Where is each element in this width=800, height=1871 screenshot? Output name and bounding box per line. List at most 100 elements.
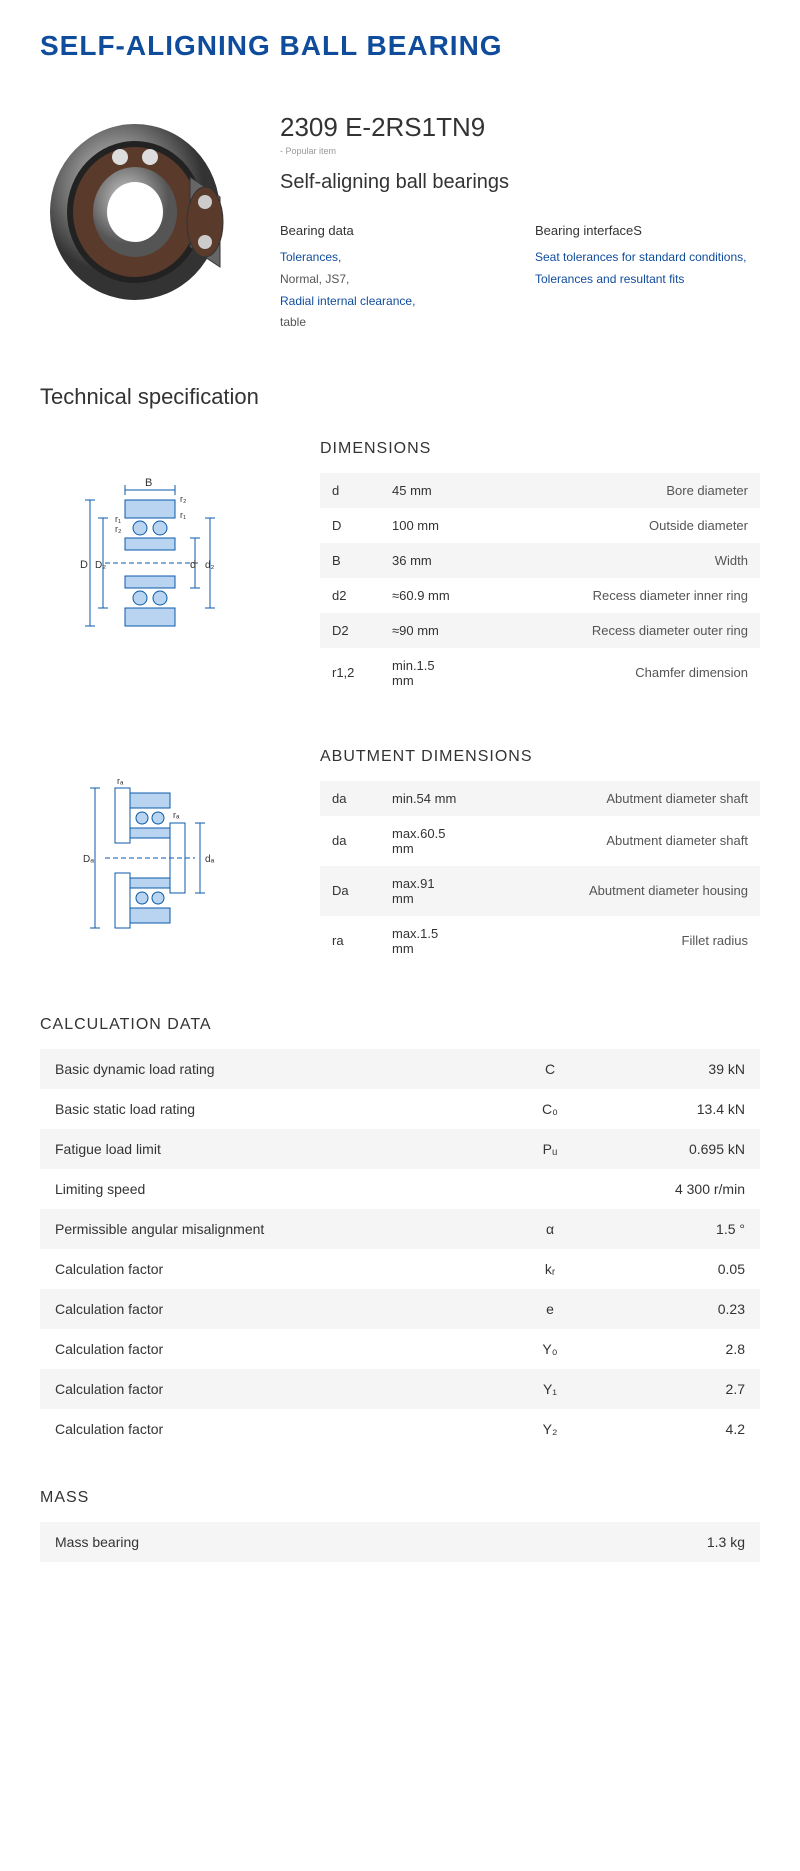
tolerances-fits-link[interactable]: Tolerances and resultant fits: [535, 269, 760, 291]
dim-value: ≈60.9 mm: [380, 578, 470, 613]
calc-value: 0.695 kN: [610, 1129, 760, 1169]
calc-label: Calculation factor: [40, 1249, 490, 1289]
calc-value: 0.05: [610, 1249, 760, 1289]
table-row: r1,2min.1.5 mmChamfer dimension: [320, 648, 760, 698]
dim-value: min.1.5 mm: [380, 648, 470, 698]
svg-text:D: D: [80, 559, 88, 571]
dim-desc: Chamfer dimension: [470, 648, 760, 698]
dim-value: 45 mm: [380, 473, 470, 508]
dim-desc: Recess diameter outer ring: [470, 613, 760, 648]
dim-symbol: B: [320, 543, 380, 578]
dim-symbol: r1,2: [320, 648, 380, 698]
abut-desc: Abutment diameter shaft: [470, 781, 760, 816]
table-row: D100 mmOutside diameter: [320, 508, 760, 543]
page-title: SELF-ALIGNING BALL BEARING: [40, 30, 760, 62]
normal-js7-text: Normal, JS7,: [280, 269, 505, 291]
dim-value: 100 mm: [380, 508, 470, 543]
table-row: Fatigue load limitPᵤ0.695 kN: [40, 1129, 760, 1169]
dimensions-section: B r₂ r₁ r₁ r₂ D: [40, 440, 760, 698]
calc-label: Calculation factor: [40, 1329, 490, 1369]
table-row: Basic static load ratingC₀13.4 kN: [40, 1089, 760, 1129]
calc-label: Fatigue load limit: [40, 1129, 490, 1169]
dim-desc: Width: [470, 543, 760, 578]
calc-symbol: Y₂: [490, 1409, 610, 1449]
calc-label: Calculation factor: [40, 1409, 490, 1449]
table-row: Calculation factorkᵣ0.05: [40, 1249, 760, 1289]
svg-text:d: d: [190, 559, 196, 571]
dim-desc: Outside diameter: [470, 508, 760, 543]
abut-symbol: da: [320, 816, 380, 866]
abut-desc: Abutment diameter housing: [470, 866, 760, 916]
calc-value: 13.4 kN: [610, 1089, 760, 1129]
dim-value: ≈90 mm: [380, 613, 470, 648]
calc-label: Limiting speed: [40, 1169, 490, 1209]
product-image: [40, 112, 250, 312]
table-row: B36 mmWidth: [320, 543, 760, 578]
popular-badge: - Popular item: [280, 146, 760, 156]
dim-desc: Recess diameter inner ring: [470, 578, 760, 613]
dimensions-table: d45 mmBore diameterD100 mmOutside diamet…: [320, 473, 760, 698]
calc-symbol: Y₀: [490, 1329, 610, 1369]
abut-desc: Abutment diameter shaft: [470, 816, 760, 866]
calc-value: 1.5 °: [610, 1209, 760, 1249]
dim-symbol: D2: [320, 613, 380, 648]
table-row: Basic dynamic load ratingC39 kN: [40, 1049, 760, 1089]
table-row: damin.54 mmAbutment diameter shaft: [320, 781, 760, 816]
product-section: 2309 E-2RS1TN9 - Popular item Self-align…: [40, 112, 760, 334]
bearing-illustration: [45, 117, 245, 307]
calculation-title: CALCULATION DATA: [40, 1016, 760, 1034]
abutment-table: damin.54 mmAbutment diameter shaftdamax.…: [320, 781, 760, 966]
calc-symbol: Y₁: [490, 1369, 610, 1409]
bearing-interfaces-header: Bearing interfaceS: [535, 219, 760, 242]
svg-text:rₐ: rₐ: [117, 776, 124, 786]
svg-text:r₁: r₁: [115, 514, 121, 524]
table-row: damax.60.5 mmAbutment diameter shaft: [320, 816, 760, 866]
svg-text:r₂: r₂: [115, 524, 122, 534]
svg-text:r₁: r₁: [180, 510, 186, 520]
tolerances-link[interactable]: Tolerances,: [280, 247, 505, 269]
dimensions-diagram: B r₂ r₁ r₁ r₂ D: [40, 440, 290, 660]
seat-tolerances-link[interactable]: Seat tolerances for standard conditions,: [535, 247, 760, 269]
abutment-section: rₐ rₐ Dₐ dₐ ABUTMENT DIMENSIONS damin.54…: [40, 748, 760, 966]
dimensions-title: DIMENSIONS: [320, 440, 760, 458]
table-row: Calculation factore0.23: [40, 1289, 760, 1329]
dim-desc: Bore diameter: [470, 473, 760, 508]
abut-value: max.1.5 mm: [380, 916, 470, 966]
dim-symbol: D: [320, 508, 380, 543]
calc-symbol: C: [490, 1049, 610, 1089]
table-row: d2≈60.9 mmRecess diameter inner ring: [320, 578, 760, 613]
calc-label: Permissible angular misalignment: [40, 1209, 490, 1249]
abutment-title: ABUTMENT DIMENSIONS: [320, 748, 760, 766]
abut-desc: Fillet radius: [470, 916, 760, 966]
svg-text:Dₐ: Dₐ: [83, 854, 94, 865]
svg-text:d₂: d₂: [205, 560, 215, 571]
radial-clearance-link[interactable]: Radial internal clearance,: [280, 291, 505, 313]
calc-value: 2.8: [610, 1329, 760, 1369]
calc-label: Basic dynamic load rating: [40, 1049, 490, 1089]
calculation-table: Basic dynamic load ratingC39 kNBasic sta…: [40, 1049, 760, 1449]
calc-label: Basic static load rating: [40, 1089, 490, 1129]
table-row: Limiting speed 4 300 r/min: [40, 1169, 760, 1209]
abut-value: max.91 mm: [380, 866, 470, 916]
abutment-diagram: rₐ rₐ Dₐ dₐ: [40, 748, 290, 948]
abut-value: min.54 mm: [380, 781, 470, 816]
calc-value: 39 kN: [610, 1049, 760, 1089]
product-number: 2309 E-2RS1TN9: [280, 112, 760, 143]
table-row: D2≈90 mmRecess diameter outer ring: [320, 613, 760, 648]
calc-value: 2.7: [610, 1369, 760, 1409]
calc-value: 4.2: [610, 1409, 760, 1449]
svg-text:B: B: [145, 477, 152, 489]
calc-value: 4 300 r/min: [610, 1169, 760, 1209]
dim-symbol: d2: [320, 578, 380, 613]
mass-label: Mass bearing: [55, 1534, 139, 1550]
abut-symbol: da: [320, 781, 380, 816]
calc-label: Calculation factor: [40, 1369, 490, 1409]
calc-symbol: Pᵤ: [490, 1129, 610, 1169]
svg-text:dₐ: dₐ: [205, 854, 215, 865]
dim-value: 36 mm: [380, 543, 470, 578]
calc-symbol: kᵣ: [490, 1249, 610, 1289]
calc-symbol: e: [490, 1289, 610, 1329]
product-subtitle: Self-aligning ball bearings: [280, 171, 760, 194]
bearing-data-header: Bearing data: [280, 219, 505, 242]
svg-text:D₂: D₂: [95, 560, 106, 571]
